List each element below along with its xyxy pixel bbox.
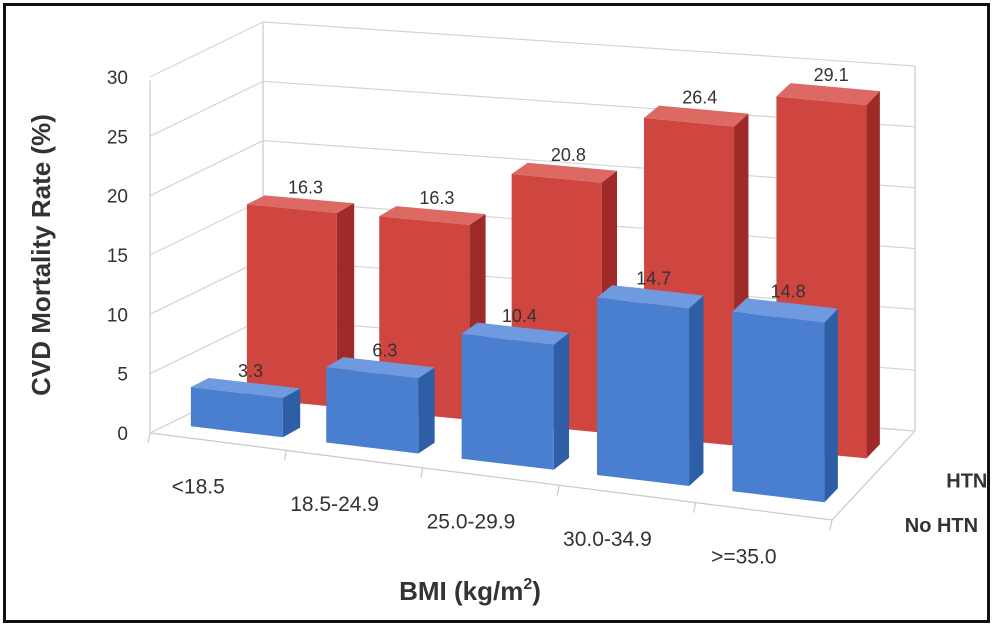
series-label-htn: HTN bbox=[946, 470, 987, 492]
bar-side-face bbox=[553, 332, 570, 470]
data-label: 10.4 bbox=[502, 306, 537, 326]
bar-side-face bbox=[866, 91, 880, 459]
category-label-0: <18.5 bbox=[172, 476, 225, 499]
y-tick-label-10: 10 bbox=[107, 305, 128, 326]
category-tick-4 bbox=[693, 502, 697, 513]
category-label-1: 18.5-24.9 bbox=[290, 493, 379, 516]
series-label-no-htn: No HTN bbox=[905, 515, 978, 537]
y-tick-label-5: 5 bbox=[117, 365, 128, 386]
data-label: 16.3 bbox=[288, 177, 323, 197]
y-tick-label-25: 25 bbox=[107, 127, 128, 148]
gridline-30 bbox=[149, 21, 916, 78]
x-axis-categories: <18.5 18.5-24.9 25.0-29.9 30.0-34.9 >=35.0 bbox=[147, 432, 833, 568]
bar-no-htn-4: 14.8 bbox=[732, 281, 838, 503]
bar-htn-0: 16.3 bbox=[246, 177, 355, 407]
x-axis-title: BMI (kg/m2) bbox=[399, 576, 541, 606]
category-label-3: 30.0-34.9 bbox=[563, 528, 652, 551]
y-axis: 0 5 10 15 20 25 30 bbox=[107, 68, 128, 445]
bar-top-face bbox=[644, 105, 749, 127]
bar-side-face bbox=[824, 308, 838, 503]
bar-no-htn-0: 3.3 bbox=[190, 361, 301, 438]
bar-front-face bbox=[732, 311, 825, 503]
bar-no-htn-1: 6.3 bbox=[326, 340, 435, 454]
data-label: 29.1 bbox=[814, 65, 849, 85]
bar-no-htn-3: 14.7 bbox=[597, 268, 704, 487]
category-tick-3 bbox=[556, 485, 560, 496]
bar-front-face bbox=[326, 367, 419, 454]
bar-side-face bbox=[418, 367, 435, 454]
bar-top-face bbox=[511, 162, 618, 183]
x-axis-title-sup: 2 bbox=[523, 576, 532, 593]
y-axis-title: CVD Mortality Rate (%) bbox=[26, 114, 56, 396]
bar-front-face bbox=[461, 333, 554, 470]
bars: 16.3 16.3 20.8 26.4 29.1 3.3 6.3 10.4 14.7 14.8 bbox=[190, 65, 880, 503]
category-tick-2 bbox=[420, 467, 424, 478]
x-axis-title-prefix: BMI (kg/m bbox=[399, 576, 523, 606]
bar-top-face bbox=[776, 83, 880, 106]
bar-front-face bbox=[597, 297, 690, 487]
chart-frame bbox=[3, 3, 990, 623]
bar-side-face bbox=[336, 203, 355, 407]
bar-top-face bbox=[326, 357, 435, 379]
y-tick-label-20: 20 bbox=[107, 187, 128, 208]
y-tick-label-0: 0 bbox=[117, 424, 128, 445]
data-label: 14.8 bbox=[771, 281, 806, 301]
bar-top-face bbox=[246, 195, 355, 214]
bar-front-face bbox=[190, 386, 283, 438]
data-label: 6.3 bbox=[372, 340, 397, 360]
bar-top-face bbox=[461, 322, 570, 345]
bar-top-face bbox=[732, 298, 838, 323]
x-axis-title-suffix: ) bbox=[532, 576, 541, 606]
data-label: 26.4 bbox=[682, 88, 717, 108]
category-label-4: >=35.0 bbox=[711, 545, 776, 568]
y-tick-label-30: 30 bbox=[107, 68, 128, 89]
bar-front-face bbox=[246, 204, 337, 407]
category-tick-1 bbox=[283, 450, 287, 461]
data-label: 16.3 bbox=[419, 188, 454, 208]
depth-axis-series: No HTN HTN bbox=[905, 470, 988, 537]
data-label: 14.7 bbox=[636, 268, 671, 288]
bar-side-face bbox=[689, 295, 704, 487]
bar-top-face bbox=[190, 378, 301, 399]
category-label-2: 25.0-29.9 bbox=[427, 511, 516, 534]
bar-top-face bbox=[379, 206, 486, 225]
bar-side-face bbox=[282, 388, 301, 438]
category-tick-0 bbox=[147, 432, 151, 444]
category-tick-5 bbox=[829, 519, 833, 531]
bar-no-htn-2: 10.4 bbox=[461, 306, 570, 470]
bar-top-face bbox=[597, 285, 704, 309]
data-label: 20.8 bbox=[551, 145, 586, 165]
y-tick-label-15: 15 bbox=[107, 246, 128, 267]
data-label: 3.3 bbox=[238, 361, 263, 381]
